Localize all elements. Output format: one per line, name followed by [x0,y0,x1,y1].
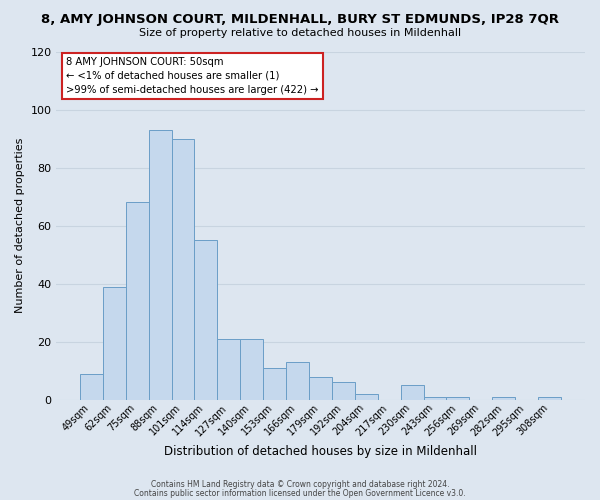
Bar [332,382,355,400]
Bar [172,138,194,400]
Bar [492,397,515,400]
Bar [126,202,149,400]
Bar [103,286,126,400]
Bar [240,339,263,400]
Text: 8 AMY JOHNSON COURT: 50sqm
← <1% of detached houses are smaller (1)
>99% of semi: 8 AMY JOHNSON COURT: 50sqm ← <1% of deta… [67,56,319,94]
Y-axis label: Number of detached properties: Number of detached properties [15,138,25,314]
Bar [355,394,377,400]
Bar [194,240,217,400]
Bar [401,386,424,400]
Text: Contains HM Land Registry data © Crown copyright and database right 2024.: Contains HM Land Registry data © Crown c… [151,480,449,489]
Text: 8, AMY JOHNSON COURT, MILDENHALL, BURY ST EDMUNDS, IP28 7QR: 8, AMY JOHNSON COURT, MILDENHALL, BURY S… [41,12,559,26]
Bar [286,362,309,400]
Bar [263,368,286,400]
Bar [424,397,446,400]
Bar [217,339,240,400]
Bar [80,374,103,400]
Bar [149,130,172,400]
Text: Contains public sector information licensed under the Open Government Licence v3: Contains public sector information licen… [134,489,466,498]
Bar [309,376,332,400]
Bar [446,397,469,400]
Text: Size of property relative to detached houses in Mildenhall: Size of property relative to detached ho… [139,28,461,38]
Bar [538,397,561,400]
X-axis label: Distribution of detached houses by size in Mildenhall: Distribution of detached houses by size … [164,444,477,458]
